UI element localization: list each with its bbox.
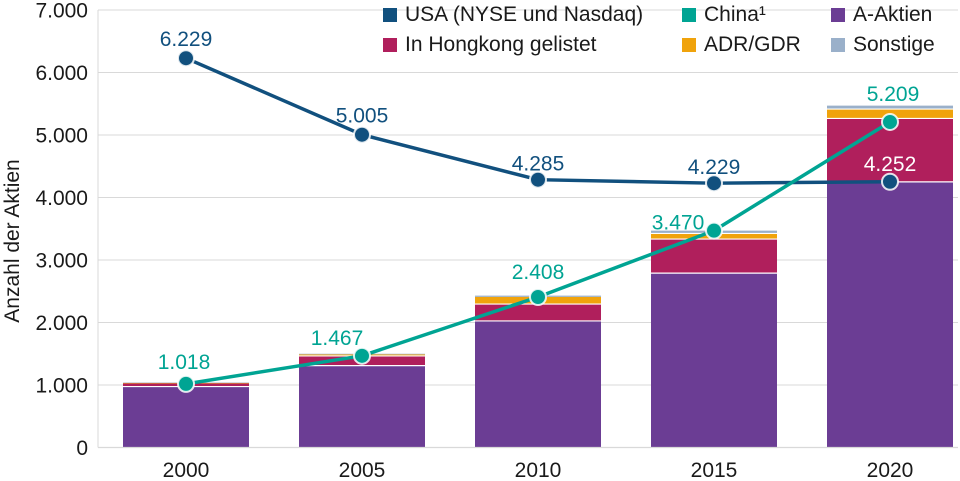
data-point	[705, 174, 723, 193]
bar-segment-a-aktien-2015	[651, 273, 777, 448]
bar-segment-sonstige-2020	[827, 105, 953, 110]
value-label: 3.470	[652, 212, 705, 235]
legend-swatch-hongkong	[383, 38, 397, 52]
value-label: 2.408	[512, 261, 565, 284]
data-point	[353, 125, 371, 144]
x-tick-label: 2005	[339, 459, 386, 481]
legend-item-china: China¹	[682, 3, 766, 26]
x-tick-label: 2015	[691, 459, 738, 481]
value-label: 4.229	[688, 156, 741, 179]
data-point	[705, 221, 723, 240]
data-point	[529, 288, 547, 306]
legend-item-a-aktien: A-Aktien	[831, 3, 933, 26]
legend-item-usa: USA (NYSE und Nasdaq)	[383, 3, 644, 26]
y-tick-label: 7.000	[35, 0, 88, 23]
legend-label-china: China¹	[704, 3, 766, 26]
y-tick-label: 6.000	[35, 62, 88, 85]
data-point	[177, 49, 195, 68]
legend-item-sonstige: Sonstige	[831, 33, 935, 56]
y-tick-label: 3.000	[35, 250, 88, 273]
bar-segment-a-aktien-2010	[475, 320, 601, 448]
bar-segment-a-aktien-2000	[123, 386, 249, 448]
data-point	[177, 374, 195, 393]
bar-segment-a-aktien-2020	[827, 181, 953, 448]
bar-segment-a-aktien-2005	[299, 365, 425, 448]
legend-item-hongkong: In Hongkong gelistet	[383, 33, 597, 56]
y-tick-label: 2.000	[35, 312, 88, 335]
value-label: 4.252	[864, 153, 917, 176]
value-label: 1.018	[158, 351, 211, 374]
data-point	[529, 170, 547, 189]
value-label: 1.467	[311, 327, 364, 350]
y-tick-label: 1.000	[35, 375, 88, 398]
legend-label-sonstige: Sonstige	[853, 33, 935, 56]
x-tick-label: 2020	[867, 459, 914, 481]
legend-item-adr-gdr: ADR/GDR	[682, 33, 801, 56]
legend-label-a-aktien: A-Aktien	[853, 3, 933, 26]
y-tick-label: 0	[76, 437, 88, 460]
value-label: 6.229	[160, 28, 213, 51]
legend-swatch-usa	[383, 8, 397, 22]
legend-swatch-a-aktien	[831, 8, 845, 22]
legend-label-usa: USA (NYSE und Nasdaq)	[405, 3, 644, 26]
data-point	[881, 112, 899, 131]
legend-label-hongkong: In Hongkong gelistet	[405, 33, 597, 56]
legend-swatch-china	[682, 8, 696, 22]
value-label: 5.005	[336, 105, 389, 128]
legend-label-adr-gdr: ADR/GDR	[704, 33, 801, 56]
x-tick-label: 2010	[515, 459, 562, 481]
y-tick-label: 4.000	[35, 187, 88, 210]
y-axis-title: Anzahl der Aktien	[1, 159, 24, 323]
value-label: 4.285	[512, 153, 565, 176]
legend-swatch-sonstige	[831, 38, 845, 52]
value-label: 5.209	[867, 83, 920, 106]
y-tick-label: 5.000	[35, 125, 88, 148]
legend-swatch-adr-gdr	[682, 38, 696, 52]
data-point	[881, 172, 899, 191]
data-point	[353, 346, 371, 365]
bar-segment-in-hongkong-gelistet-2015	[651, 239, 777, 274]
x-tick-label: 2000	[163, 459, 210, 481]
